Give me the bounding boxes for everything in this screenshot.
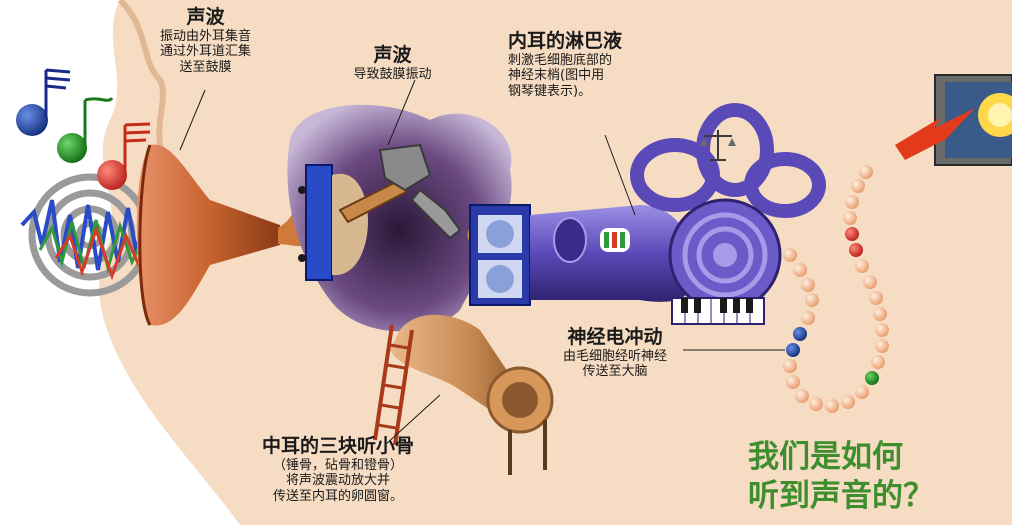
bead [875, 339, 889, 353]
label-ossicles: 中耳的三块听小骨 （锤骨，砧骨和镫骨） 将声波震动放大并 传送至内耳的卵圆窗。 [238, 435, 438, 505]
bead [793, 263, 807, 277]
bead [793, 327, 807, 341]
slide [390, 314, 554, 475]
bead [865, 371, 879, 385]
label-ossicles-line: 传送至内耳的卵圆窗。 [272, 488, 403, 504]
bead [871, 355, 885, 369]
piano-keys [671, 297, 765, 325]
bead [863, 275, 877, 289]
bead [795, 389, 809, 403]
cochlea [630, 103, 826, 312]
label-eardrum-sound: 声波 导致鼓膜振动 [330, 44, 455, 82]
music-note-red-icon [97, 122, 151, 190]
bead [805, 293, 819, 307]
bead [875, 323, 889, 337]
label-eardrum-sound-line: 导致鼓膜振动 [353, 66, 432, 82]
label-nerve-line: 传送至大脑 [582, 364, 648, 380]
ladder [373, 324, 414, 446]
bead [859, 165, 873, 179]
bead [783, 359, 797, 373]
label-outer-sound-line: 送至鼓膜 [179, 59, 232, 75]
balance-scale-icon [700, 130, 736, 161]
oval-window-box [469, 204, 531, 306]
bead [801, 278, 815, 292]
music-note-green-icon [57, 96, 114, 163]
bead [786, 375, 800, 389]
eardrum-frame [298, 164, 368, 281]
bead [786, 343, 800, 357]
hammer-icon [338, 143, 493, 248]
label-eardrum-sound-title: 声波 [373, 44, 412, 66]
bead [845, 195, 859, 209]
label-lymph-line: 刺激毛细胞底部的 [508, 52, 613, 68]
bead [783, 248, 797, 262]
label-outer-sound-line: 通过外耳道汇集 [159, 44, 251, 60]
music-note-blue-icon [16, 68, 71, 136]
bead [809, 397, 823, 411]
bead [855, 259, 869, 273]
label-outer-sound: 声波 振动由外耳集音 通过外耳道汇集 送至鼓膜 [138, 6, 273, 76]
middle-ear-cavity [287, 104, 512, 332]
bead [851, 179, 865, 193]
label-ossicles-title: 中耳的三块听小骨 [261, 435, 414, 457]
label-nerve-line: 由毛细胞经听神经 [562, 348, 667, 364]
label-lymph-line: 钢琴键表示)。 [508, 83, 592, 99]
bead [801, 311, 815, 325]
inner-ear-tube [530, 205, 690, 302]
bead [869, 291, 883, 305]
bead [873, 307, 887, 321]
nerve-impulse-beads [783, 165, 889, 413]
label-outer-sound-line: 振动由外耳集音 [159, 28, 251, 44]
bead [855, 385, 869, 399]
bead [849, 243, 863, 257]
bead [845, 227, 859, 241]
bead [841, 395, 855, 409]
label-outer-sound-title: 声波 [186, 6, 225, 28]
brain-monitor [934, 74, 1012, 166]
label-ossicles-line: （锤骨，砧骨和镫骨） [272, 457, 403, 473]
label-ossicles-line: 将声波震动放大并 [285, 473, 390, 489]
lightning-icon [895, 108, 975, 160]
label-lymph-title: 内耳的淋巴液 [508, 30, 623, 52]
label-nerve: 神经电冲动 由毛细胞经听神经 传送至大脑 [545, 326, 685, 380]
label-nerve-title: 神经电冲动 [567, 326, 663, 348]
page-title-line: 听到声音的？ [748, 477, 934, 514]
bead [825, 399, 839, 413]
label-lymph-line: 神经末梢(图中用 [508, 68, 605, 84]
label-lymph: 内耳的淋巴液 刺激毛细胞底部的 神经末梢(图中用 钢琴键表示)。 [508, 30, 658, 100]
bead [843, 211, 857, 225]
page-title: 我们是如何 听到声音的？ [748, 438, 934, 516]
page-title-line: 我们是如何 [748, 439, 903, 475]
